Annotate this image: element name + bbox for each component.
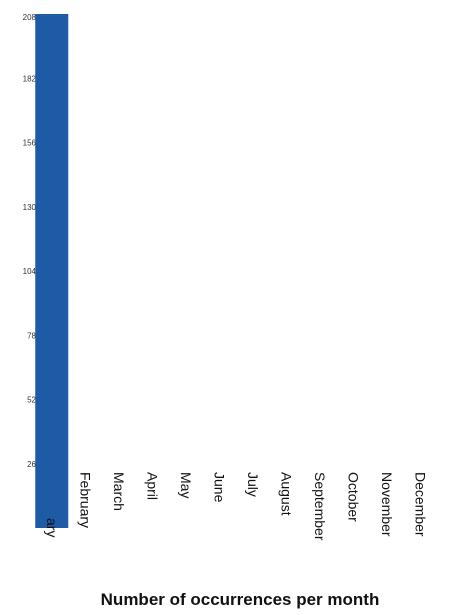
x-tick-label-september: September bbox=[312, 472, 328, 541]
bars bbox=[35, 14, 69, 528]
x-tick-label-august: August bbox=[278, 472, 294, 516]
x-tick-label-june: June bbox=[211, 472, 227, 503]
y-tick-label: 130 bbox=[23, 203, 37, 212]
x-tick-label-july: July bbox=[245, 472, 261, 497]
y-tick-label: 52 bbox=[27, 396, 36, 405]
bar-january bbox=[35, 14, 69, 528]
x-tick-label-february: February bbox=[77, 472, 93, 528]
y-tick-label: 104 bbox=[23, 267, 37, 276]
x-tick-label-may: May bbox=[178, 472, 194, 498]
y-tick-label: 26 bbox=[27, 460, 36, 469]
x-tick-label-november: November bbox=[379, 472, 395, 537]
x-tick-label-october: October bbox=[345, 472, 361, 522]
y-tick-label: 78 bbox=[27, 331, 36, 340]
y-tick-label: 156 bbox=[23, 139, 37, 148]
x-axis-category-labels: ary February March April May June July August Se… bbox=[44, 472, 429, 541]
y-axis-ticks: 26 52 78 104 130 156 182 208 bbox=[23, 13, 37, 469]
x-tick-label-march: March bbox=[111, 472, 127, 511]
x-tick-label-january: ary bbox=[44, 518, 60, 537]
x-tick-label-april: April bbox=[144, 472, 160, 500]
x-tick-label-december: December bbox=[412, 472, 428, 537]
x-axis-title: Number of occurrences per month bbox=[101, 590, 380, 609]
y-tick-label: 208 bbox=[23, 13, 37, 22]
y-tick-label: 182 bbox=[23, 74, 37, 83]
